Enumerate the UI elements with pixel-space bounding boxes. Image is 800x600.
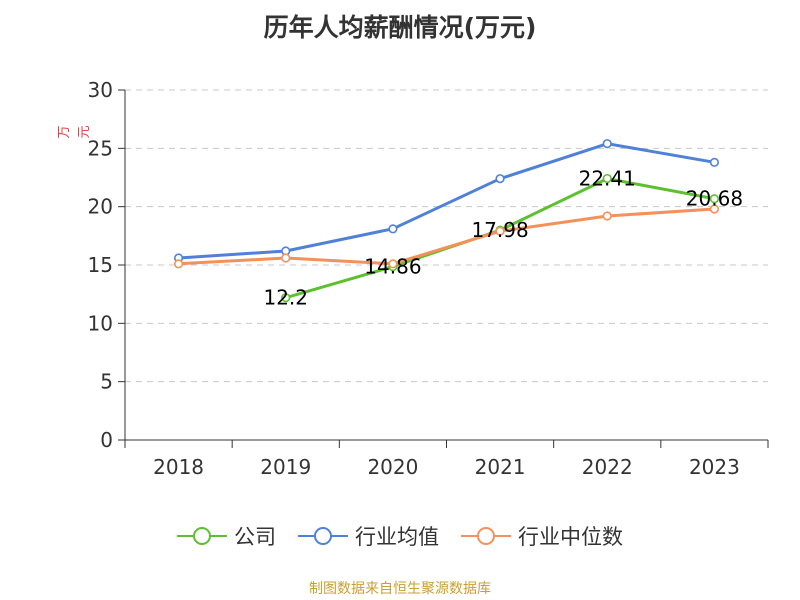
x-tick-label-2022: 2022 bbox=[582, 455, 633, 479]
point-industry-median-2021 bbox=[495, 226, 505, 236]
y-tick-label-15: 15 bbox=[88, 253, 113, 277]
legend: 公司 行业均值 行业中位数 bbox=[0, 518, 800, 554]
point-industry-median-2023 bbox=[709, 204, 720, 214]
y-tick-label-30: 30 bbox=[88, 78, 113, 102]
y-tick-label-10: 10 bbox=[88, 311, 113, 335]
data-label-company-2023: 20.68 bbox=[686, 187, 743, 211]
grid-lines bbox=[125, 89, 768, 383]
axes: 0 5 10 15 20 25 30 2018 2019 2020 2021 2022 2023 bbox=[88, 78, 769, 479]
chart-title: 历年人均薪酬情况(万元) bbox=[263, 13, 537, 42]
y-tick-label-0: 0 bbox=[100, 428, 113, 452]
legend-label-company: 公司 bbox=[234, 525, 276, 549]
y-tick-label-25: 25 bbox=[88, 136, 113, 160]
point-company-2023 bbox=[709, 194, 720, 204]
series-points bbox=[173, 139, 720, 303]
data-source-note: 制图数据来自恒生聚源数据库 bbox=[309, 581, 491, 597]
y-tick-label-20: 20 bbox=[88, 195, 113, 219]
y-tick-label-5: 5 bbox=[100, 370, 113, 394]
point-industry-median-2022 bbox=[602, 211, 612, 221]
x-tick-label-2021: 2021 bbox=[475, 455, 526, 479]
legend-label-industry-average: 行业均值 bbox=[355, 525, 439, 549]
data-label-company-2021: 17.98 bbox=[471, 218, 528, 242]
point-company-2022 bbox=[602, 173, 612, 184]
point-industry-median-2019 bbox=[281, 253, 291, 263]
legend-label-industry-median: 行业中位数 bbox=[518, 525, 623, 549]
point-industry-average-2020 bbox=[388, 224, 398, 234]
point-industry-median-2020 bbox=[388, 259, 398, 269]
x-tick-label-2019: 2019 bbox=[260, 455, 311, 479]
legend-marker-industry-average bbox=[298, 527, 348, 545]
legend-item-company[interactable]: 公司 bbox=[177, 521, 276, 551]
point-industry-median-2018 bbox=[173, 259, 184, 269]
point-company-2019 bbox=[281, 293, 291, 303]
x-tick-label-2020: 2020 bbox=[367, 455, 418, 479]
legend-item-industry-average[interactable]: 行业均值 bbox=[298, 521, 439, 551]
point-industry-average-2021 bbox=[495, 174, 505, 184]
data-label-company-2019: 12.2 bbox=[263, 286, 308, 310]
legend-marker-industry-median bbox=[461, 527, 511, 545]
legend-item-industry-median[interactable]: 行业中位数 bbox=[461, 521, 623, 551]
data-labels: 12.2 14.86 17.98 22.41 20.68 bbox=[263, 167, 743, 310]
point-industry-average-2022 bbox=[602, 139, 612, 149]
series-line-industry-average bbox=[177, 142, 716, 260]
series-line-industry-median bbox=[177, 207, 716, 266]
x-tick-label-2018: 2018 bbox=[153, 455, 204, 479]
data-label-company-2020: 14.86 bbox=[364, 255, 421, 279]
data-label-company-2022: 22.41 bbox=[579, 167, 636, 191]
point-industry-average-2023 bbox=[709, 157, 720, 167]
x-tick-label-2023: 2023 bbox=[689, 455, 740, 479]
legend-marker-company bbox=[177, 527, 227, 545]
